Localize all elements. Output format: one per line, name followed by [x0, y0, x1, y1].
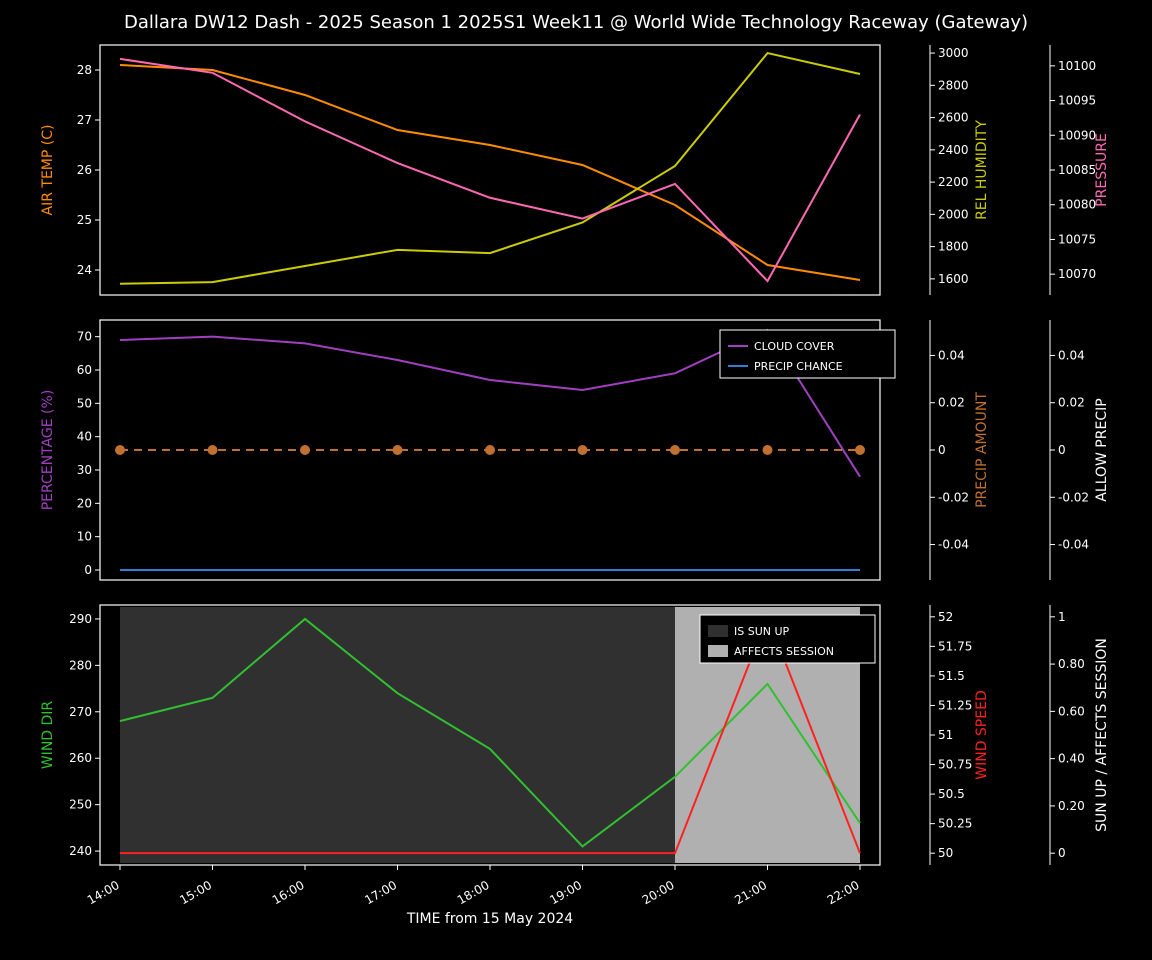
svg-text:280: 280	[69, 658, 92, 672]
svg-text:51.75: 51.75	[938, 639, 972, 653]
svg-text:AFFECTS SESSION: AFFECTS SESSION	[734, 645, 834, 658]
svg-text:10070: 10070	[1058, 267, 1096, 281]
svg-text:50.25: 50.25	[938, 817, 972, 831]
svg-text:26: 26	[77, 163, 92, 177]
svg-text:0: 0	[1058, 846, 1066, 860]
svg-text:0.60: 0.60	[1058, 704, 1085, 718]
chart-title: Dallara DW12 Dash - 2025 Season 1 2025S1…	[124, 12, 1028, 33]
svg-text:2600: 2600	[938, 111, 969, 125]
svg-text:240: 240	[69, 844, 92, 858]
svg-text:0: 0	[84, 563, 92, 577]
weather-dashboard-chart: Dallara DW12 Dash - 2025 Season 1 2025S1…	[0, 0, 1152, 960]
svg-text:PRECIP CHANCE: PRECIP CHANCE	[754, 360, 843, 373]
svg-text:2800: 2800	[938, 78, 969, 92]
svg-text:51.25: 51.25	[938, 698, 972, 712]
svg-text:260: 260	[69, 751, 92, 765]
svg-text:70: 70	[77, 330, 92, 344]
svg-text:51: 51	[938, 728, 953, 742]
svg-text:AIR TEMP (C): AIR TEMP (C)	[40, 125, 56, 216]
svg-text:1800: 1800	[938, 240, 969, 254]
svg-text:2400: 2400	[938, 143, 969, 157]
svg-text:0.04: 0.04	[1058, 348, 1085, 362]
svg-text:50.5: 50.5	[938, 787, 965, 801]
svg-text:PRESSURE: PRESSURE	[1094, 133, 1110, 207]
svg-text:PRECIP AMOUNT: PRECIP AMOUNT	[974, 392, 990, 508]
svg-text:IS SUN UP: IS SUN UP	[734, 625, 790, 638]
svg-text:20: 20	[77, 496, 92, 510]
svg-text:0: 0	[938, 443, 946, 457]
svg-text:CLOUD COVER: CLOUD COVER	[754, 340, 835, 353]
svg-text:10090: 10090	[1058, 128, 1096, 142]
svg-text:WIND SPEED: WIND SPEED	[974, 690, 990, 779]
svg-text:10100: 10100	[1058, 59, 1096, 73]
svg-text:50.75: 50.75	[938, 758, 972, 772]
svg-text:0.80: 0.80	[1058, 657, 1085, 671]
svg-text:270: 270	[69, 705, 92, 719]
svg-text:50: 50	[77, 396, 92, 410]
svg-text:-0.02: -0.02	[1058, 490, 1089, 504]
svg-text:PERCENTAGE (%): PERCENTAGE (%)	[40, 390, 56, 511]
svg-text:-0.04: -0.04	[938, 538, 969, 552]
svg-text:30: 30	[77, 463, 92, 477]
svg-text:10075: 10075	[1058, 232, 1096, 246]
svg-text:25: 25	[77, 213, 92, 227]
svg-text:0: 0	[1058, 443, 1066, 457]
svg-text:-0.02: -0.02	[938, 490, 969, 504]
svg-text:52: 52	[938, 610, 953, 624]
svg-text:290: 290	[69, 612, 92, 626]
svg-text:0.20: 0.20	[1058, 799, 1085, 813]
svg-text:250: 250	[69, 798, 92, 812]
svg-text:-0.04: -0.04	[1058, 538, 1089, 552]
svg-text:27: 27	[77, 113, 92, 127]
svg-text:24: 24	[77, 263, 92, 277]
svg-text:50: 50	[938, 846, 953, 860]
svg-text:0.40: 0.40	[1058, 752, 1085, 766]
svg-text:1600: 1600	[938, 272, 969, 286]
svg-text:0.02: 0.02	[938, 396, 965, 410]
svg-text:10085: 10085	[1058, 163, 1096, 177]
svg-text:60: 60	[77, 363, 92, 377]
svg-text:REL HUMIDITY: REL HUMIDITY	[974, 120, 990, 220]
svg-text:10095: 10095	[1058, 94, 1096, 108]
svg-text:2000: 2000	[938, 207, 969, 221]
svg-text:51.5: 51.5	[938, 669, 965, 683]
svg-text:ALLOW PRECIP: ALLOW PRECIP	[1094, 398, 1110, 501]
svg-text:2200: 2200	[938, 175, 969, 189]
svg-text:SUN UP / AFFECTS SESSION: SUN UP / AFFECTS SESSION	[1094, 638, 1110, 832]
svg-text:WIND DIR: WIND DIR	[40, 701, 56, 770]
svg-text:1: 1	[1058, 610, 1066, 624]
svg-text:3000: 3000	[938, 46, 969, 60]
x-axis-label: TIME from 15 May 2024	[406, 911, 573, 927]
svg-text:28: 28	[77, 63, 92, 77]
svg-text:0.04: 0.04	[938, 348, 965, 362]
svg-text:10080: 10080	[1058, 198, 1096, 212]
svg-text:40: 40	[77, 430, 92, 444]
svg-text:10: 10	[77, 530, 92, 544]
svg-text:0.02: 0.02	[1058, 396, 1085, 410]
